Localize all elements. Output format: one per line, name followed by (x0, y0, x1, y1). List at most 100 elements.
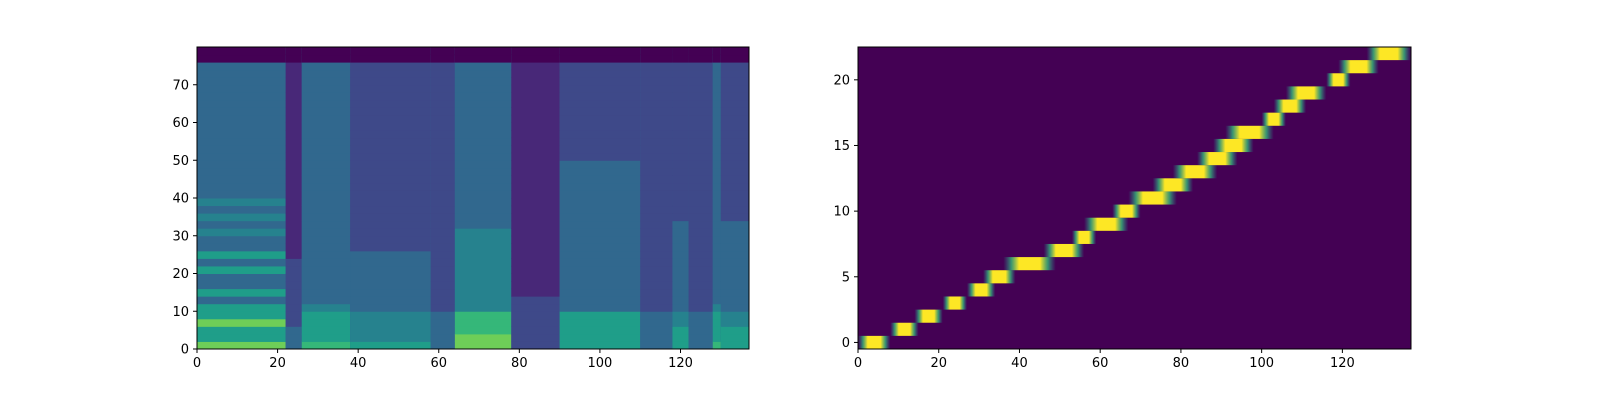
spectrogram-cell (197, 319, 286, 327)
spectrogram-cell (431, 251, 455, 259)
spectrogram-cell (560, 319, 641, 327)
spectrogram-cell (431, 281, 455, 289)
alignment-cell (943, 296, 967, 309)
spectrogram-cell (721, 266, 749, 274)
spectrogram-cell (455, 228, 511, 236)
spectrogram-cell (713, 55, 721, 63)
spectrogram-cell (640, 198, 672, 206)
spectrogram-cell (455, 221, 511, 229)
spectrogram-cell (350, 115, 431, 123)
spectrogram-cell (560, 183, 641, 191)
spectrogram-cell (672, 243, 688, 251)
spectrogram-cell (431, 62, 455, 70)
spectrogram-cell (672, 55, 688, 63)
spectrogram-cell (455, 206, 511, 214)
spectrogram-cell (431, 243, 455, 251)
spectrogram-cell (431, 206, 455, 214)
spectrogram-cell (721, 296, 749, 304)
spectrogram-cell (511, 130, 559, 138)
spectrogram-cell (511, 251, 559, 259)
spectrogram-cell (721, 304, 749, 312)
alignment-cell (983, 270, 1015, 283)
spectrogram-cell (350, 198, 431, 206)
spectrogram-cell (713, 130, 721, 138)
spectrogram-cell (286, 47, 302, 55)
spectrogram-cell (672, 228, 688, 236)
spectrogram-cell (197, 175, 286, 183)
spectrogram-cell (689, 221, 713, 229)
spectrogram-cell (640, 296, 672, 304)
spectrogram-cell (302, 281, 350, 289)
spectrogram-cell (350, 145, 431, 153)
spectrogram-cell (640, 319, 672, 327)
spectrogram-cell (455, 213, 511, 221)
spectrogram-cell (640, 243, 672, 251)
spectrogram-cell (713, 62, 721, 70)
spectrogram-cell (302, 243, 350, 251)
spectrogram-cell (672, 206, 688, 214)
spectrogram-cell (689, 198, 713, 206)
spectrogram-cell (640, 55, 672, 63)
spectrogram-cell (689, 190, 713, 198)
spectrogram-cell (560, 304, 641, 312)
spectrogram-cell (511, 168, 559, 176)
spectrogram-cell (560, 334, 641, 342)
spectrogram-cell (197, 281, 286, 289)
spectrogram-x-tick-label: 0 (193, 356, 201, 371)
spectrogram-cell (197, 55, 286, 63)
spectrogram-cell (721, 341, 749, 349)
spectrogram-cell (455, 326, 511, 334)
spectrogram-cell (302, 183, 350, 191)
spectrogram-cell (721, 319, 749, 327)
spectrogram-x-tick-label: 120 (668, 356, 693, 371)
spectrogram-cell (640, 62, 672, 70)
spectrogram-cell (672, 175, 688, 183)
spectrogram-cell (560, 311, 641, 319)
spectrogram-cell (350, 47, 431, 55)
spectrogram-cell (713, 236, 721, 244)
spectrogram-cell (640, 213, 672, 221)
spectrogram-cell (721, 221, 749, 229)
spectrogram-cell (713, 123, 721, 131)
spectrogram-x-tick-label: 100 (588, 356, 613, 371)
spectrogram-cell (197, 115, 286, 123)
spectrogram-cell (689, 100, 713, 108)
alignment-cell (1153, 178, 1193, 191)
spectrogram-cell (689, 107, 713, 115)
spectrogram-cell (560, 206, 641, 214)
alignment-y-tick-label: 15 (833, 139, 850, 154)
alignment-y-axis: 0 5 10 15 20 (833, 73, 858, 351)
spectrogram-cell (302, 251, 350, 259)
spectrogram-cell (511, 281, 559, 289)
spectrogram-cell (672, 221, 688, 229)
spectrogram-cell (721, 289, 749, 297)
spectrogram-cell (455, 85, 511, 93)
spectrogram-cell (560, 47, 641, 55)
spectrogram-cell (560, 115, 641, 123)
spectrogram-cell (350, 160, 431, 168)
spectrogram-cell (197, 198, 286, 206)
spectrogram-cell (560, 213, 641, 221)
spectrogram-cell (197, 304, 286, 312)
spectrogram-cell (640, 334, 672, 342)
spectrogram-cell (721, 258, 749, 266)
spectrogram-cell (302, 115, 350, 123)
spectrogram-cell (560, 107, 641, 115)
spectrogram-cell (721, 311, 749, 319)
spectrogram-y-tick-label: 0 (181, 343, 189, 358)
spectrogram-cell (713, 198, 721, 206)
spectrogram-cell (302, 289, 350, 297)
spectrogram-y-tick-label: 60 (172, 116, 189, 131)
alignment-cell (1084, 218, 1128, 231)
spectrogram-cell (197, 326, 286, 334)
spectrogram-cell (431, 77, 455, 85)
spectrogram-cell (350, 289, 431, 297)
spectrogram-cell (672, 198, 688, 206)
spectrogram-cell (713, 190, 721, 198)
spectrogram-cell (431, 341, 455, 349)
spectrogram-cell (689, 47, 713, 55)
spectrogram-cell (689, 115, 713, 123)
spectrogram-cell (560, 243, 641, 251)
spectrogram-cell (713, 206, 721, 214)
spectrogram-cell (689, 251, 713, 259)
